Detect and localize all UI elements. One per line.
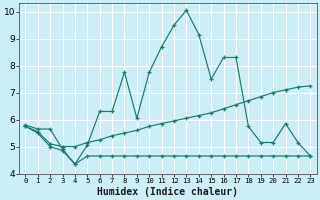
X-axis label: Humidex (Indice chaleur): Humidex (Indice chaleur) — [97, 186, 238, 197]
